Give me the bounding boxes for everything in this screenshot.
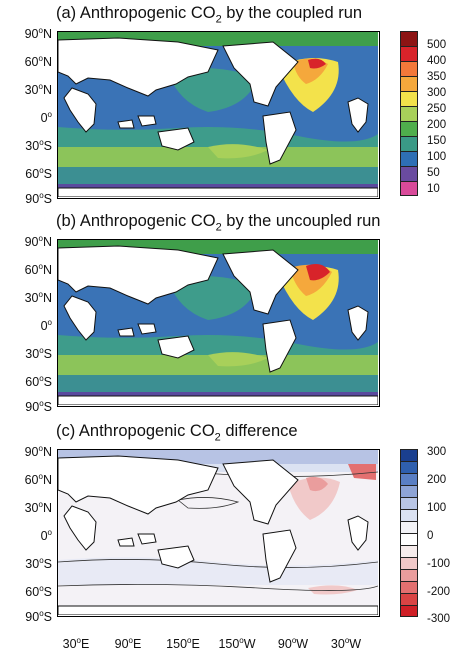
colorbar-swatch [400,136,418,151]
lat-label: 30oS [25,138,52,154]
lat-label: 0o [40,110,52,126]
colorbar-swatch [400,521,418,533]
colorbar-tick: 100 [427,151,447,163]
panel-c-title: (c) Anthropogenic CO2 difference [56,422,298,444]
lat-label: 90oN [24,444,52,460]
lat-label: 0o [40,528,52,544]
colorbar-swatch [400,91,418,106]
lat-label: 60oN [24,262,52,278]
colorbar-tick: -200 [427,586,451,598]
colorbar-swatch [400,545,418,557]
colorbar-tick: 400 [427,55,447,67]
colorbar-tick: 350 [427,71,447,83]
lat-label: 60oS [25,166,52,182]
lon-label: 150oW [218,636,256,652]
colorbar-swatch [400,61,418,76]
colorbar-swatch [400,461,418,473]
lon-label: 90oE [114,636,142,652]
colorbar-tick: 50 [427,167,440,179]
colorbar-tick: 500 [427,39,447,51]
colorbar-tick: 200 [427,474,447,486]
colorbar-swatch [400,581,418,593]
colorbar-swatch [400,473,418,485]
colorbar-swatch [400,166,418,181]
colorbar-top [400,31,418,196]
colorbar-swatch [400,497,418,509]
colorbar-tick: -100 [427,558,451,570]
colorbar-swatch [400,106,418,121]
colorbar-tick: 150 [427,135,447,147]
colorbar-swatch [400,533,418,545]
colorbar-swatch [400,449,418,461]
lat-label: 90oS [25,191,52,207]
lat-label: 30oS [25,346,52,362]
lat-label: 90oS [25,609,52,625]
colorbar-bottom [400,449,418,617]
lat-label: 60oN [24,54,52,70]
colorbar-tick: 0 [427,530,434,542]
lat-label: 60oS [25,584,52,600]
panel-a-title: (a) Anthropogenic CO2 by the coupled run [56,4,363,26]
colorbar-tick: 200 [427,119,447,131]
map-difference [57,449,380,617]
colorbar-tick: 10 [427,183,440,195]
panel-b-title: (b) Anthropogenic CO2 by the uncoupled r… [56,212,381,234]
lat-label: 60oS [25,374,52,390]
lat-label: 30oS [25,556,52,572]
lon-label: 30oE [62,636,90,652]
lat-label: 90oN [24,26,52,42]
lon-label: 90oW [277,636,309,652]
lat-label: 30oN [24,500,52,516]
lat-label: 60oN [24,472,52,488]
lat-label: 0o [40,318,52,334]
colorbar-swatch [400,593,418,605]
colorbar-swatch [400,569,418,581]
lat-label: 30oN [24,290,52,306]
colorbar-tick: -300 [427,613,451,625]
lat-label: 90oN [24,234,52,250]
lat-label: 30oN [24,82,52,98]
lat-label: 90oS [25,399,52,415]
colorbar-tick: 300 [427,446,447,458]
map-uncoupled [57,239,380,407]
colorbar-swatch [400,181,418,196]
colorbar-swatch [400,31,418,46]
colorbar-swatch [400,605,418,617]
lon-label: 150oE [166,636,200,652]
colorbar-tick: 250 [427,103,447,115]
colorbar-swatch [400,485,418,497]
colorbar-swatch [400,46,418,61]
colorbar-swatch [400,509,418,521]
colorbar-swatch [400,557,418,569]
map-coupled [57,31,380,199]
colorbar-tick: 300 [427,87,447,99]
colorbar-swatch [400,76,418,91]
colorbar-swatch [400,151,418,166]
colorbar-tick: 100 [427,502,447,514]
lon-label: 30oW [330,636,362,652]
colorbar-swatch [400,121,418,136]
